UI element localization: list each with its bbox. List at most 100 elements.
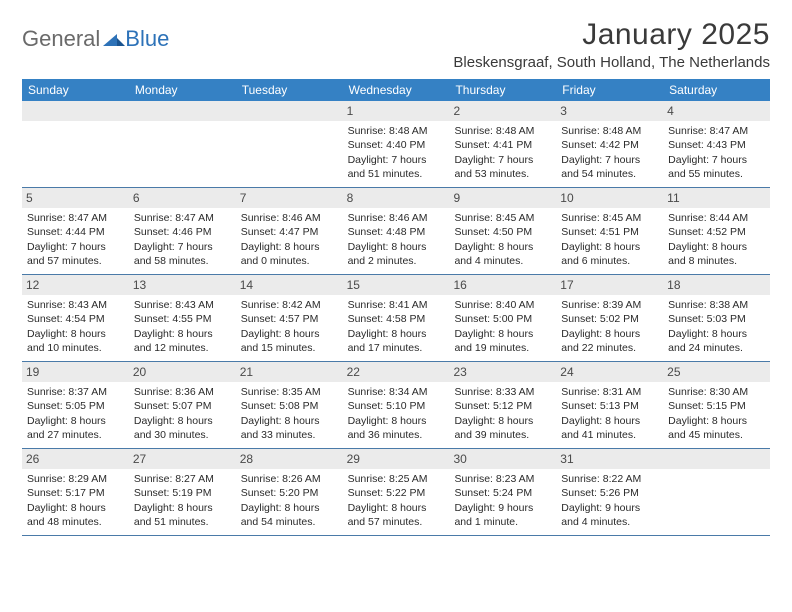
- day-number: 27: [129, 449, 236, 469]
- weekday-header: Sunday: [22, 79, 129, 101]
- day-number: 28: [236, 449, 343, 469]
- sunset-text: Sunset: 4:52 PM: [668, 225, 765, 239]
- day-cell: 15Sunrise: 8:41 AMSunset: 4:58 PMDayligh…: [343, 275, 450, 361]
- day-cell: [663, 449, 770, 535]
- sunset-text: Sunset: 5:12 PM: [454, 399, 551, 413]
- sunrise-text: Sunrise: 8:31 AM: [561, 385, 658, 399]
- day-cell: [236, 101, 343, 187]
- sunrise-text: Sunrise: 8:35 AM: [241, 385, 338, 399]
- day-number: 24: [556, 362, 663, 382]
- sunrise-text: Sunrise: 8:39 AM: [561, 298, 658, 312]
- daylight-text: and 1 minute.: [454, 515, 551, 529]
- sunrise-text: Sunrise: 8:47 AM: [27, 211, 124, 225]
- day-cell: 25Sunrise: 8:30 AMSunset: 5:15 PMDayligh…: [663, 362, 770, 448]
- location: Bleskensgraaf, South Holland, The Nether…: [453, 54, 770, 71]
- sunrise-text: Sunrise: 8:29 AM: [27, 472, 124, 486]
- daylight-text: Daylight: 8 hours: [27, 501, 124, 515]
- daylight-text: and 4 minutes.: [454, 254, 551, 268]
- day-number: 22: [343, 362, 450, 382]
- sunset-text: Sunset: 4:48 PM: [348, 225, 445, 239]
- sunset-text: Sunset: 5:02 PM: [561, 312, 658, 326]
- daylight-text: and 58 minutes.: [134, 254, 231, 268]
- day-cell: 26Sunrise: 8:29 AMSunset: 5:17 PMDayligh…: [22, 449, 129, 535]
- day-number: 18: [663, 275, 770, 295]
- sunrise-text: Sunrise: 8:45 AM: [454, 211, 551, 225]
- sunrise-text: Sunrise: 8:42 AM: [241, 298, 338, 312]
- daylight-text: and 39 minutes.: [454, 428, 551, 442]
- day-cell: 29Sunrise: 8:25 AMSunset: 5:22 PMDayligh…: [343, 449, 450, 535]
- daylight-text: Daylight: 8 hours: [241, 327, 338, 341]
- day-cell: 21Sunrise: 8:35 AMSunset: 5:08 PMDayligh…: [236, 362, 343, 448]
- day-cell: 24 Sunrise: 8:31 AMSunset: 5:13 PMDayligh…: [556, 362, 663, 448]
- daylight-text: Daylight: 8 hours: [561, 240, 658, 254]
- weekday-header: Friday: [556, 79, 663, 101]
- daylight-text: Daylight: 8 hours: [454, 414, 551, 428]
- sunrise-text: Sunrise: 8:43 AM: [134, 298, 231, 312]
- sunrise-text: Sunrise: 8:40 AM: [454, 298, 551, 312]
- day-number: 7: [236, 188, 343, 208]
- sunset-text: Sunset: 4:58 PM: [348, 312, 445, 326]
- sunset-text: Sunset: 4:57 PM: [241, 312, 338, 326]
- daylight-text: Daylight: 8 hours: [668, 240, 765, 254]
- daylight-text: and 30 minutes.: [134, 428, 231, 442]
- day-cell: 11 Sunrise: 8:44 AMSunset: 4:52 PMDayligh…: [663, 188, 770, 274]
- daylight-text: and 33 minutes.: [241, 428, 338, 442]
- sunrise-text: Sunrise: 8:45 AM: [561, 211, 658, 225]
- daylight-text: and 15 minutes.: [241, 341, 338, 355]
- sunset-text: Sunset: 4:41 PM: [454, 138, 551, 152]
- sunset-text: Sunset: 5:07 PM: [134, 399, 231, 413]
- sunset-text: Sunset: 5:13 PM: [561, 399, 658, 413]
- day-cell: 31Sunrise: 8:22 AMSunset: 5:26 PMDayligh…: [556, 449, 663, 535]
- sunset-text: Sunset: 5:22 PM: [348, 486, 445, 500]
- sunset-text: Sunset: 4:44 PM: [27, 225, 124, 239]
- daylight-text: Daylight: 8 hours: [561, 414, 658, 428]
- day-cell: 4Sunrise: 8:47 AMSunset: 4:43 PMDaylight…: [663, 101, 770, 187]
- day-cell: 17Sunrise: 8:39 AMSunset: 5:02 PMDayligh…: [556, 275, 663, 361]
- day-cell: 27Sunrise: 8:27 AMSunset: 5:19 PMDayligh…: [129, 449, 236, 535]
- day-number: 1: [343, 101, 450, 121]
- header: General Blue January 2025 Bleskensgraaf,…: [22, 18, 770, 71]
- sunrise-text: Sunrise: 8:33 AM: [454, 385, 551, 399]
- week-row: 5Sunrise: 8:47 AMSunset: 4:44 PMDaylight…: [22, 188, 770, 275]
- day-number: 13: [129, 275, 236, 295]
- sunset-text: Sunset: 5:19 PM: [134, 486, 231, 500]
- day-cell: 3Sunrise: 8:48 AMSunset: 4:42 PMDaylight…: [556, 101, 663, 187]
- daylight-text: Daylight: 8 hours: [27, 327, 124, 341]
- logo: General Blue: [22, 18, 169, 52]
- day-cell: 12Sunrise: 8:43 AMSunset: 4:54 PMDayligh…: [22, 275, 129, 361]
- sunrise-text: Sunrise: 8:25 AM: [348, 472, 445, 486]
- sunrise-text: Sunrise: 8:47 AM: [668, 124, 765, 138]
- daylight-text: and 53 minutes.: [454, 167, 551, 181]
- week-row: 19Sunrise: 8:37 AMSunset: 5:05 PMDayligh…: [22, 362, 770, 449]
- sunset-text: Sunset: 4:42 PM: [561, 138, 658, 152]
- sunrise-text: Sunrise: 8:44 AM: [668, 211, 765, 225]
- day-cell: 19Sunrise: 8:37 AMSunset: 5:05 PMDayligh…: [22, 362, 129, 448]
- daylight-text: and 57 minutes.: [27, 254, 124, 268]
- sunrise-text: Sunrise: 8:47 AM: [134, 211, 231, 225]
- daylight-text: Daylight: 8 hours: [27, 414, 124, 428]
- day-number: 21: [236, 362, 343, 382]
- day-number: 16: [449, 275, 556, 295]
- daylight-text: and 8 minutes.: [668, 254, 765, 268]
- logo-text-general: General: [22, 26, 100, 52]
- day-number: 10: [556, 188, 663, 208]
- daylight-text: Daylight: 7 hours: [348, 153, 445, 167]
- day-cell: 5Sunrise: 8:47 AMSunset: 4:44 PMDaylight…: [22, 188, 129, 274]
- weekday-header-row: Sunday Monday Tuesday Wednesday Thursday…: [22, 79, 770, 101]
- daylight-text: and 36 minutes.: [348, 428, 445, 442]
- daylight-text: and 27 minutes.: [27, 428, 124, 442]
- sunset-text: Sunset: 5:20 PM: [241, 486, 338, 500]
- daylight-text: Daylight: 9 hours: [454, 501, 551, 515]
- sunset-text: Sunset: 5:26 PM: [561, 486, 658, 500]
- daylight-text: Daylight: 8 hours: [668, 414, 765, 428]
- logo-text-blue: Blue: [125, 26, 169, 52]
- sunset-text: Sunset: 4:43 PM: [668, 138, 765, 152]
- sunrise-text: Sunrise: 8:22 AM: [561, 472, 658, 486]
- daylight-text: and 4 minutes.: [561, 515, 658, 529]
- sunset-text: Sunset: 4:55 PM: [134, 312, 231, 326]
- daylight-text: Daylight: 7 hours: [668, 153, 765, 167]
- sunset-text: Sunset: 5:00 PM: [454, 312, 551, 326]
- daylight-text: Daylight: 8 hours: [241, 414, 338, 428]
- sunrise-text: Sunrise: 8:30 AM: [668, 385, 765, 399]
- day-number: 11: [663, 188, 770, 208]
